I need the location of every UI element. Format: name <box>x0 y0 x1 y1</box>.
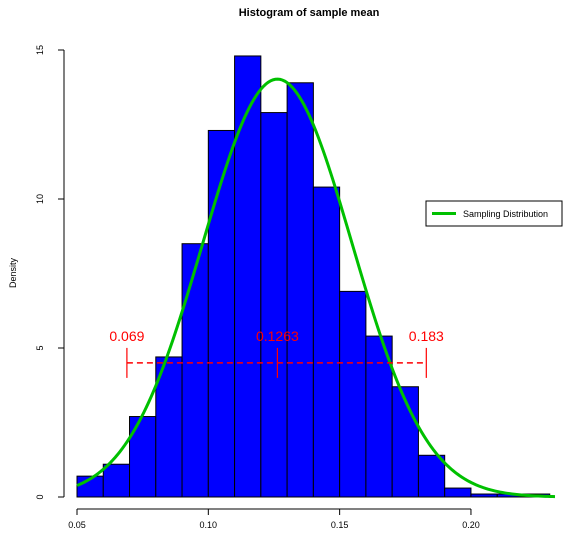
axes: 0.05 0.10 0.15 0.20 0 5 10 15 <box>35 45 480 530</box>
histogram-bar-11 <box>339 290 367 498</box>
chart-title: Histogram of sample mean <box>239 7 380 19</box>
histogram-bar-14 <box>417 454 446 498</box>
y-tick-label: 10 <box>35 194 45 204</box>
histogram-bar-9 <box>286 82 314 498</box>
histogram-bar-13 <box>391 386 419 498</box>
sampling-distribution-curve <box>76 77 556 499</box>
histogram-bar-10 <box>312 186 341 498</box>
histogram-bar-2 <box>102 463 131 498</box>
confidence-interval: 0.069 0.1263 0.183 <box>109 328 444 378</box>
histogram-bar-15 <box>444 487 472 498</box>
histogram-bar-4 <box>155 356 183 498</box>
y-tick-label: 0 <box>35 494 45 499</box>
histogram-bar-7 <box>234 55 262 498</box>
legend-label: Sampling Distribution <box>463 209 548 219</box>
interval-label: 0.1263 <box>256 328 299 344</box>
legend: Sampling Distribution <box>425 200 563 227</box>
histogram-bar-5 <box>181 243 209 498</box>
interval-label: 0.069 <box>109 328 144 344</box>
x-tick-label: 0.05 <box>68 520 86 530</box>
x-tick-label: 0.20 <box>462 520 480 530</box>
histogram-bars <box>76 55 551 498</box>
histogram-bar-16 <box>470 493 498 498</box>
x-tick-label: 0.15 <box>331 520 349 530</box>
y-axis-label: Density <box>8 257 18 288</box>
y-tick-label: 15 <box>35 45 45 55</box>
x-tick-label: 0.10 <box>200 520 218 530</box>
y-tick-label: 5 <box>35 345 45 350</box>
histogram-bar-3 <box>129 416 157 498</box>
histogram-bar-8 <box>260 112 288 498</box>
interval-label: 0.183 <box>409 328 444 344</box>
histogram-bar-6 <box>207 129 236 498</box>
